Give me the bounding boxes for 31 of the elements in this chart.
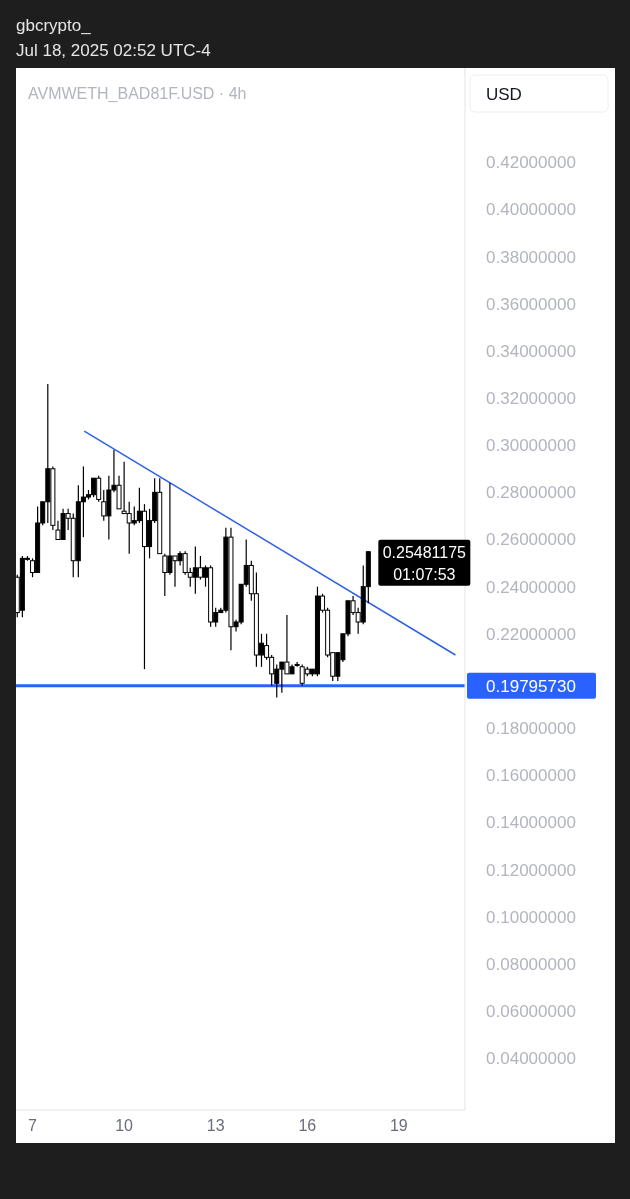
y-tick-label: 0.30000000 <box>486 436 576 456</box>
y-tick-label: 0.22000000 <box>486 624 576 644</box>
y-tick-label: 0.10000000 <box>486 907 576 927</box>
y-tick-label: 0.12000000 <box>486 860 576 880</box>
y-tick-label: 0.36000000 <box>486 294 576 314</box>
y-axis-title: USD <box>486 85 522 104</box>
y-tick-label: 0.40000000 <box>486 200 576 220</box>
y-tick-label: 0.42000000 <box>486 153 576 173</box>
y-tick-label: 0.34000000 <box>486 341 576 361</box>
y-tick-label: 0.08000000 <box>486 954 576 974</box>
x-tick-label: 16 <box>298 1117 317 1134</box>
y-tick-label: 0.14000000 <box>486 813 576 833</box>
y-tick-label: 0.24000000 <box>486 577 576 597</box>
x-tick-label: 7 <box>28 1117 38 1134</box>
y-tick-label: 0.18000000 <box>486 719 576 739</box>
annotation: AVMWETH_BAD81F.USD · 4h <box>28 85 247 103</box>
ref-line-label: 0.19795730 <box>486 676 576 696</box>
y-tick-label: 0.28000000 <box>486 483 576 503</box>
chart-title: gbcrypto_ <box>16 16 92 35</box>
x-tick-label: 10 <box>115 1117 134 1134</box>
y-tick-label: 0.26000000 <box>486 530 576 550</box>
y-tick-label: 0.32000000 <box>486 389 576 409</box>
y-tick-label: 0.06000000 <box>486 1001 576 1021</box>
y-tick-label: 0.38000000 <box>486 247 576 267</box>
x-tick-label: 19 <box>389 1117 408 1134</box>
chart-subtitle: Jul 18, 2025 02:52 UTC-4 <box>16 41 211 60</box>
y-tick-label: 0.16000000 <box>486 766 576 786</box>
y-tick-label: 0.04000000 <box>486 1049 576 1069</box>
x-tick-label: 13 <box>206 1117 225 1134</box>
annotation: 0.25481175 <box>382 543 467 561</box>
annotation: 01:07:53 <box>393 565 456 583</box>
